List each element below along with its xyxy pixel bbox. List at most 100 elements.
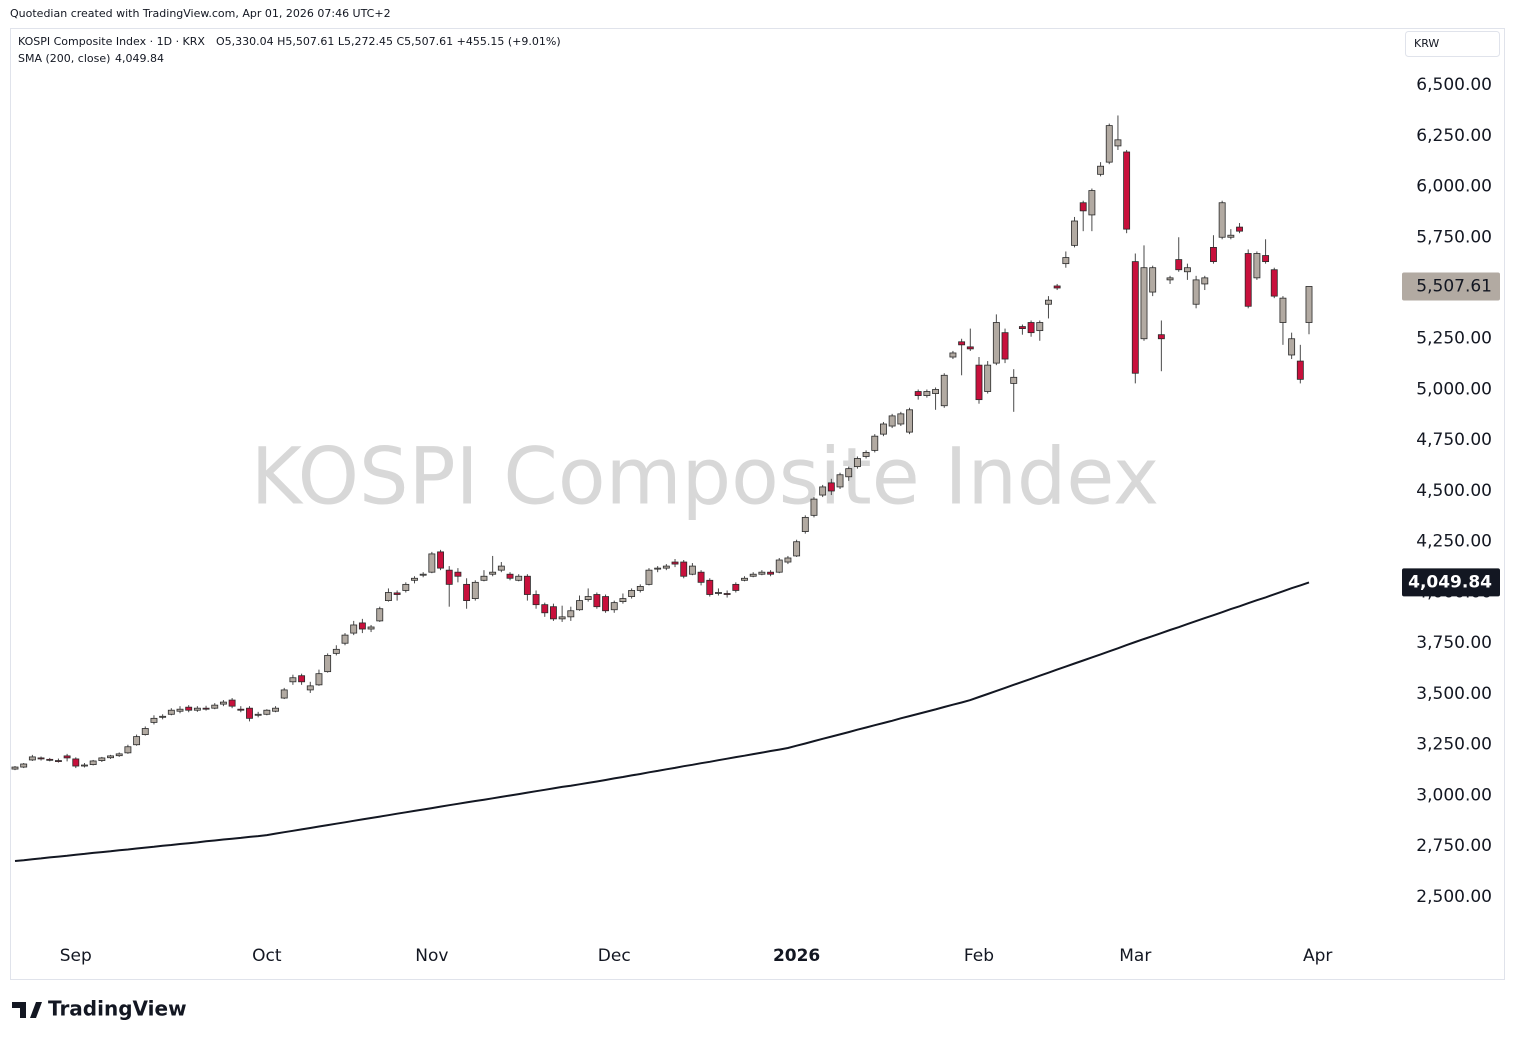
currency-box[interactable] (1405, 31, 1500, 57)
candle-body (723, 593, 731, 595)
candle-body (619, 598, 627, 603)
candle-body (81, 764, 88, 767)
candle-body (1236, 226, 1243, 232)
y-tick-label: 3,500.00 (1416, 684, 1492, 704)
candle-body (880, 423, 887, 435)
legend-title: KOSPI Composite Index · 1D · KRX (18, 35, 205, 48)
candle-body (628, 590, 636, 597)
candle-body (888, 415, 896, 427)
x-tick-label: Dec (598, 946, 631, 966)
candle-body (124, 746, 132, 754)
candle-body (1183, 267, 1191, 273)
candle-body (1279, 297, 1287, 323)
y-tick-label: 6,500.00 (1416, 75, 1492, 95)
candle-body (1262, 255, 1270, 263)
candle-body (202, 707, 210, 710)
candle-body (46, 758, 54, 761)
candle-body (584, 596, 592, 600)
candle-body (272, 707, 279, 712)
candle-body (645, 569, 653, 585)
candle-body (741, 577, 748, 581)
candle-body (827, 482, 835, 492)
candle-body (28, 756, 36, 761)
candle-body (801, 516, 809, 532)
candle-body (141, 728, 149, 735)
sma-badge-label: 4,049.84 (1408, 572, 1492, 592)
y-tick-label: 2,750.00 (1416, 836, 1492, 856)
candle-body (1227, 234, 1235, 238)
candle-body (654, 567, 662, 570)
candle-body (550, 606, 557, 620)
candle-body (715, 592, 722, 594)
candle-body (1036, 322, 1044, 332)
candle-body (819, 486, 827, 496)
candle-body (315, 673, 323, 686)
candle-body (1166, 277, 1174, 281)
candle-body (237, 708, 245, 711)
candle-body (1201, 277, 1209, 285)
candle-body (228, 699, 236, 707)
candle-body (515, 575, 523, 581)
candle-body (636, 585, 644, 591)
candle-body (246, 707, 253, 719)
candle-body (532, 594, 540, 606)
candle-body (306, 685, 314, 691)
candle-body (836, 474, 844, 488)
candle-body (193, 707, 201, 711)
candle-body (1123, 151, 1131, 230)
x-tick-label: Sep (60, 946, 92, 966)
candle-body (133, 736, 141, 746)
candle-body (610, 602, 618, 611)
candle-body (1270, 269, 1278, 297)
candle-body (115, 753, 123, 757)
candle-body (393, 592, 401, 595)
candle-body (1253, 253, 1261, 279)
candle-body (1218, 202, 1226, 238)
candle-body (940, 374, 948, 407)
candle-body (384, 592, 392, 602)
candle-body (506, 573, 514, 579)
legend-ohlc: O5,330.04 H5,507.61 L5,272.45 C5,507.61 … (216, 35, 561, 48)
candle-body (602, 596, 609, 612)
y-tick-label: 6,000.00 (1416, 177, 1492, 197)
candle-body (89, 760, 97, 766)
legend-sma: SMA (200, close) (18, 52, 110, 65)
candle-body (680, 561, 688, 577)
candle-body (1114, 139, 1122, 147)
candle-body (497, 565, 505, 571)
candle-body (853, 458, 861, 468)
candle-body (906, 409, 913, 433)
candle-body (1244, 253, 1252, 307)
y-tick-label: 5,000.00 (1416, 379, 1492, 399)
candle-body (219, 701, 227, 705)
y-tick-label: 4,500.00 (1416, 481, 1492, 501)
candle-body (897, 413, 905, 425)
candle-body (289, 677, 297, 683)
candle-body (732, 583, 740, 591)
currency[interactable]: KRW (1414, 37, 1439, 50)
candle-body (1210, 247, 1217, 263)
candle-body (1001, 332, 1009, 360)
candle-body (489, 571, 497, 575)
candle-body (411, 577, 418, 581)
footer-brand: TradingView (48, 997, 187, 1021)
sma-line (14, 581, 1310, 862)
y-tick-label: 6,250.00 (1416, 126, 1492, 146)
candle-body (1296, 360, 1304, 380)
candle-body (775, 559, 783, 573)
candle-body (966, 346, 974, 350)
candle-body (176, 708, 184, 712)
candle-body (471, 581, 479, 599)
candle-body (576, 600, 583, 611)
candle-body (558, 616, 566, 620)
candle-body (324, 655, 332, 673)
candle-body (358, 622, 366, 630)
candle-body (923, 391, 931, 396)
x-tick-label: Oct (252, 946, 282, 966)
x-tick-label: Mar (1119, 946, 1151, 966)
candle-body (463, 583, 471, 602)
candle-body (376, 608, 384, 622)
candle-body (167, 709, 175, 715)
candle-body (11, 766, 19, 770)
candle-body (975, 364, 983, 401)
